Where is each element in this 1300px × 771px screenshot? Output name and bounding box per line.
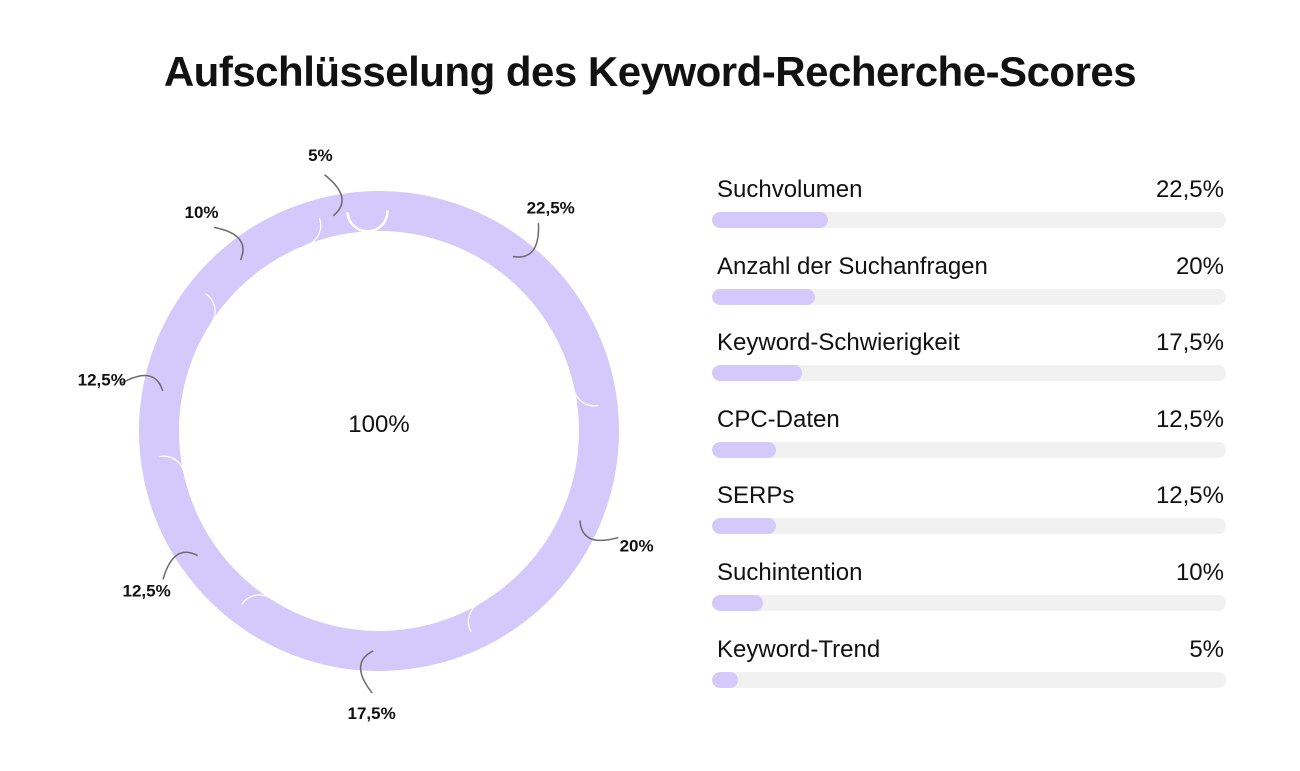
bar-track <box>712 288 1226 305</box>
bar-row: SERPs 12,5% <box>712 476 1226 536</box>
bar-category-label: Anzahl der Suchanfragen <box>717 252 988 280</box>
bar-track <box>712 212 1226 228</box>
bar-value-label: 12,5% <box>1155 482 1224 510</box>
slice-leader-line <box>121 374 164 392</box>
bar-row: Suchintention 10% <box>712 553 1226 613</box>
bar-fill <box>712 671 738 688</box>
bar-value-label: 5% <box>1189 635 1224 663</box>
bar-value-label: 10% <box>1175 559 1224 586</box>
chart-title: Aufschlüsselung des Keyword-Recherche-Sc… <box>163 48 1137 95</box>
slice-leader-line <box>359 650 374 694</box>
bar-category-label: CPC-Daten <box>717 405 840 433</box>
bar-fill <box>712 288 815 305</box>
donut-chart: 22,5% 20% 17,5% 12,5% 12,5% 10% 5% 100% <box>78 146 654 723</box>
slice-label: 12,5% <box>78 371 126 390</box>
bar-category-label: Keyword-Schwierigkeit <box>717 329 960 357</box>
slice-label: 20% <box>620 537 654 556</box>
bar-value-label: 22,5% <box>1155 176 1224 203</box>
bar-fill <box>712 365 802 382</box>
bar-row: Keyword-Schwierigkeit 17,5% <box>712 323 1226 383</box>
bar-track <box>712 441 1226 458</box>
donut-slice <box>347 191 615 406</box>
slice-label: 5% <box>308 146 333 165</box>
bar-row: Suchvolumen 22,5% <box>712 170 1226 230</box>
donut-slice <box>469 365 619 642</box>
bar-fill <box>712 441 777 458</box>
slice-leader-line <box>512 223 540 258</box>
slice-label: 12,5% <box>122 582 170 601</box>
bar-track <box>712 518 1226 535</box>
bar-row: Keyword-Trend 5% <box>712 630 1226 690</box>
slice-leader-line <box>162 551 199 580</box>
bar-category-label: Suchintention <box>717 559 863 586</box>
donut-slice <box>143 456 280 636</box>
bar-value-label: 20% <box>1175 252 1224 280</box>
slice-leader-line <box>213 226 244 261</box>
donut-slice <box>139 291 215 497</box>
bar-category-label: Suchvolumen <box>717 176 863 203</box>
bar-track <box>712 671 1226 688</box>
bar-fill <box>712 595 764 611</box>
donut-slice <box>239 595 509 671</box>
bar-value-label: 12,5% <box>1155 405 1224 433</box>
slice-label: 17,5% <box>348 704 396 723</box>
bar-value-label: 17,5% <box>1155 329 1224 357</box>
bar-row: CPC-Daten 12,5% <box>712 400 1226 460</box>
slice-leader-line <box>579 520 619 542</box>
bar-category-label: SERPs <box>717 482 795 510</box>
donut-center-label: 100% <box>348 411 409 438</box>
slice-label: 10% <box>185 203 219 222</box>
bar-fill <box>712 212 828 228</box>
bar-category-label: Keyword-Trend <box>717 635 881 663</box>
slice-label: 22,5% <box>527 198 575 217</box>
bar-fill <box>712 518 777 535</box>
bar-track <box>712 365 1226 382</box>
bar-row: Anzahl der Suchanfragen 20% <box>712 247 1226 307</box>
bar-track <box>712 595 1226 611</box>
slice-leader-line <box>324 174 343 217</box>
donut-slice-seam <box>346 190 389 233</box>
